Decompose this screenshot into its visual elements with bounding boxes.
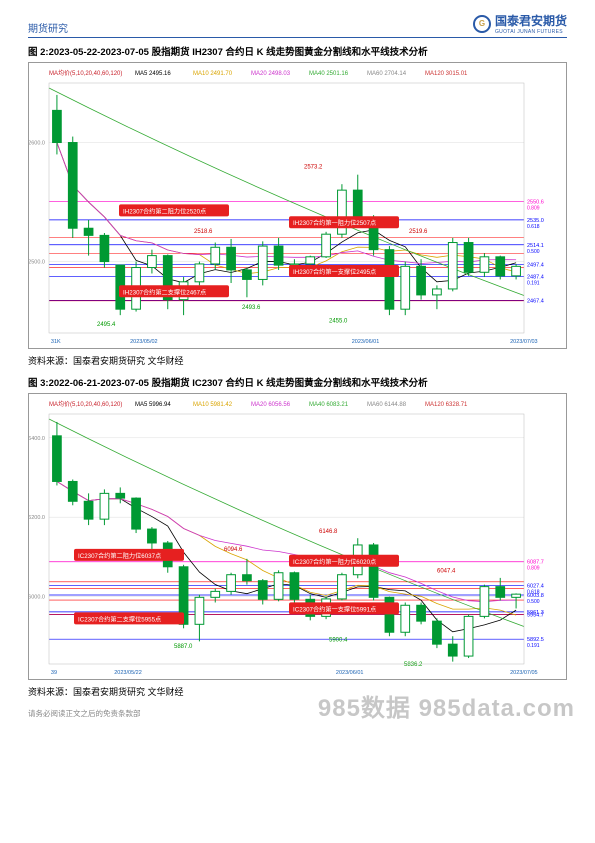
svg-text:2023/06/01: 2023/06/01 xyxy=(352,339,380,345)
svg-text:MA20 2498.03: MA20 2498.03 xyxy=(251,71,291,77)
svg-text:2493.6: 2493.6 xyxy=(242,305,261,311)
disclaimer: 请务必阅读正文之后的免责条款部 xyxy=(28,708,567,719)
svg-text:2023/06/01: 2023/06/01 xyxy=(336,670,364,676)
svg-text:0.500: 0.500 xyxy=(527,249,540,255)
svg-text:IC2307合约第一支撑位5991点: IC2307合约第一支撑位5991点 xyxy=(293,605,376,613)
header-category: 期货研究 xyxy=(28,20,68,35)
svg-text:MA120 6328.71: MA120 6328.71 xyxy=(425,402,468,408)
svg-text:2455.0: 2455.0 xyxy=(329,318,348,324)
figure2-title: 图 2:2023-05-22-2023-07-05 股指期货 IH2307 合约… xyxy=(28,44,567,58)
svg-text:0.809: 0.809 xyxy=(527,205,540,211)
svg-text:5887.0: 5887.0 xyxy=(174,644,193,650)
svg-text:5954.7: 5954.7 xyxy=(527,613,544,619)
svg-text:MA10 2491.70: MA10 2491.70 xyxy=(193,71,233,77)
page-header: 期货研究 G 国泰君安期货 GUOTAI JUNAN FUTURES xyxy=(28,12,567,38)
svg-text:2467.4: 2467.4 xyxy=(527,298,544,304)
svg-text:MA40 2501.16: MA40 2501.16 xyxy=(309,71,349,77)
svg-text:6146.8: 6146.8 xyxy=(319,529,338,535)
brand-logo: G 国泰君安期货 GUOTAI JUNAN FUTURES xyxy=(473,12,567,35)
figure3-title: 图 3:2022-06-21-2023-07-05 股指期货 IC2307 合约… xyxy=(28,375,567,389)
svg-text:IH2307合约第二阻力位2520点: IH2307合约第二阻力位2520点 xyxy=(123,207,206,215)
svg-text:MA20 6056.56: MA20 6056.56 xyxy=(251,402,291,408)
logo-en: GUOTAI JUNAN FUTURES xyxy=(495,29,567,35)
svg-text:6000.0: 6000.0 xyxy=(29,595,45,601)
svg-text:39: 39 xyxy=(51,670,57,676)
svg-text:6400.0: 6400.0 xyxy=(29,436,45,442)
logo-icon: G xyxy=(473,15,491,33)
svg-text:6200.0: 6200.0 xyxy=(29,515,45,521)
figure2-source: 资料来源：国泰君安期货研究 文华财经 xyxy=(28,354,567,367)
svg-text:5836.2: 5836.2 xyxy=(404,662,423,668)
svg-text:IC2307合约第一阻力位6020点: IC2307合约第一阻力位6020点 xyxy=(293,558,376,566)
svg-text:6047.4: 6047.4 xyxy=(437,569,456,575)
svg-text:IC2307合约第二支撑位5955点: IC2307合约第二支撑位5955点 xyxy=(78,615,161,623)
svg-text:IH2307合约第一阻力位2507点: IH2307合约第一阻力位2507点 xyxy=(293,219,376,227)
figure2-chart: MA均价(5,10,20,40,60,120) MA5 2495.16 MA10 2… xyxy=(28,62,567,349)
svg-text:2500.0: 2500.0 xyxy=(29,260,45,266)
svg-text:MA均价(5,10,20,40,60,120): MA均价(5,10,20,40,60,120) xyxy=(49,69,122,77)
svg-text:2518.6: 2518.6 xyxy=(194,229,213,235)
svg-text:IH2307合约第二支撑位2467点: IH2307合约第二支撑位2467点 xyxy=(123,288,206,296)
figure3-chart: MA均价(5,10,20,40,60,120) MA5 5996.94 MA10 5… xyxy=(28,393,567,680)
svg-text:2023/05/22: 2023/05/22 xyxy=(114,670,142,676)
svg-text:0.500: 0.500 xyxy=(527,599,540,605)
svg-text:0.809: 0.809 xyxy=(527,566,540,572)
svg-text:MA均价(5,10,20,40,60,120): MA均价(5,10,20,40,60,120) xyxy=(49,400,122,408)
svg-text:0.191: 0.191 xyxy=(527,281,540,287)
svg-text:0.191: 0.191 xyxy=(527,643,540,649)
svg-text:IH2307合约第一支撑位2495点: IH2307合约第一支撑位2495点 xyxy=(293,268,376,276)
svg-text:MA5 5996.94: MA5 5996.94 xyxy=(135,402,171,408)
svg-text:MA10 5981.42: MA10 5981.42 xyxy=(193,402,233,408)
svg-text:2023/07/05: 2023/07/05 xyxy=(510,670,538,676)
svg-text:MA60 2704.14: MA60 2704.14 xyxy=(367,71,407,77)
svg-text:31K: 31K xyxy=(51,339,61,345)
svg-text:2600.0: 2600.0 xyxy=(29,141,45,147)
svg-text:2497.4: 2497.4 xyxy=(527,263,544,269)
logo-cn: 国泰君安期货 xyxy=(495,12,567,29)
page: 期货研究 G 国泰君安期货 GUOTAI JUNAN FUTURES 图 2:2… xyxy=(0,0,595,727)
svg-text:IC2307合约第二阻力位6037点: IC2307合约第二阻力位6037点 xyxy=(78,552,161,560)
svg-text:2023/07/03: 2023/07/03 xyxy=(510,339,538,345)
svg-text:5900.4: 5900.4 xyxy=(329,637,348,643)
svg-text:2519.6: 2519.6 xyxy=(409,229,428,235)
svg-text:2573.2: 2573.2 xyxy=(304,165,323,171)
svg-text:MA120 3015.01: MA120 3015.01 xyxy=(425,71,468,77)
svg-text:MA40 6083.21: MA40 6083.21 xyxy=(309,402,349,408)
svg-text:6094.6: 6094.6 xyxy=(224,547,243,553)
svg-text:MA60 6144.88: MA60 6144.88 xyxy=(367,402,407,408)
svg-text:2495.4: 2495.4 xyxy=(97,322,116,328)
svg-text:2023/05/02: 2023/05/02 xyxy=(130,339,158,345)
figure3-source: 资料来源：国泰君安期货研究 文华财经 xyxy=(28,685,567,698)
svg-text:0.618: 0.618 xyxy=(527,224,540,230)
svg-text:MA5 2495.16: MA5 2495.16 xyxy=(135,71,171,77)
